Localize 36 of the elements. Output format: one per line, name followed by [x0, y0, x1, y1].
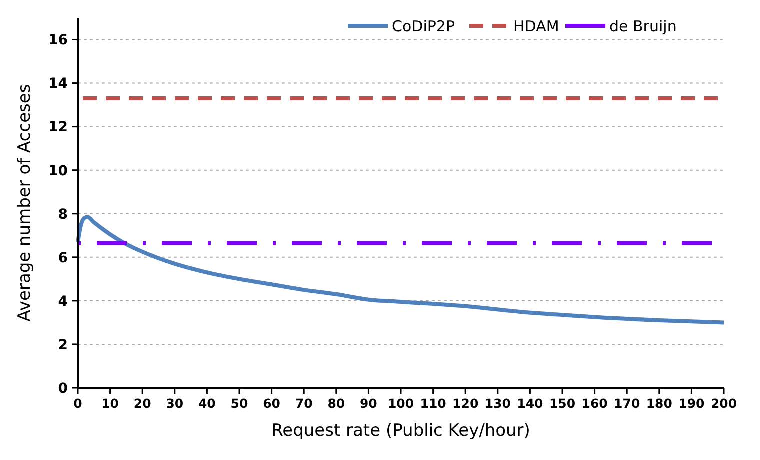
x-tick-label: 60 — [263, 396, 281, 411]
y-tick-label: 16 — [48, 32, 68, 49]
y-axis-title: Average number of Acceses — [15, 84, 35, 322]
y-tick-label: 12 — [48, 120, 68, 136]
x-tick-label: 120 — [452, 396, 479, 411]
x-tick-label: 200 — [710, 396, 738, 411]
x-tick-label: 110 — [420, 396, 447, 411]
line-series — [76, 215, 726, 325]
x-tick-label: 130 — [484, 396, 512, 411]
x-tick-label: 90 — [360, 396, 378, 411]
x-tick-label: 50 — [230, 396, 248, 411]
x-axis-title: Request rate (Public Key/hour) — [272, 421, 530, 441]
y-tick-label: 2 — [58, 337, 68, 354]
x-tick-label: 40 — [198, 396, 216, 411]
x-tick-label: 170 — [614, 396, 640, 411]
x-tick-label: 20 — [134, 396, 152, 411]
x-tick-label: 30 — [166, 396, 184, 411]
y-tick-label: 10 — [48, 163, 68, 180]
x-tick-label: 80 — [328, 396, 346, 411]
x-tick-label: 180 — [646, 396, 673, 411]
legend-label: de Bruijn — [610, 17, 677, 36]
x-tick-label: 160 — [582, 396, 608, 411]
y-tick-label: 0 — [58, 380, 68, 397]
x-tick-label: 150 — [549, 396, 576, 411]
x-tick-label: 70 — [295, 396, 314, 411]
x-tick-label: 190 — [678, 396, 706, 411]
y-tick-label: 14 — [48, 76, 68, 92]
x-tick-label: 0 — [74, 396, 83, 411]
x-tick-label: 140 — [517, 396, 544, 411]
y-tick-label: 8 — [58, 206, 68, 223]
y-tick-label: 6 — [58, 250, 68, 266]
legend-label: CoDiP2P — [392, 17, 456, 36]
x-tick-label: 10 — [102, 396, 120, 411]
legend-label: HDAM — [514, 17, 560, 36]
y-tick-label: 4 — [58, 294, 68, 310]
x-tick-label: 100 — [388, 396, 414, 411]
